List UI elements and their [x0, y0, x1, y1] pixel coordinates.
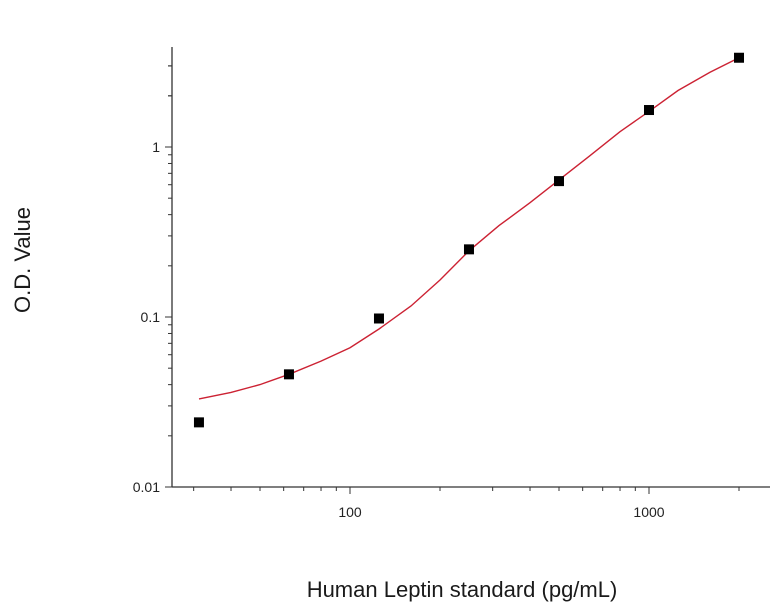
- data-point-marker: [644, 105, 654, 116]
- y-tick-label: 1: [152, 139, 160, 155]
- x-tick-label: 1000: [633, 504, 664, 520]
- data-point-marker: [734, 52, 745, 63]
- x-axis-title: Human Leptin standard (pg/mL): [307, 577, 618, 602]
- y-axis-title: O.D. Value: [10, 207, 35, 313]
- data-point-marker: [373, 313, 384, 324]
- data-point-marker: [463, 244, 474, 255]
- data-point-marker: [553, 176, 564, 187]
- data-point-marker: [283, 369, 294, 380]
- y-tick-label: 0.1: [141, 309, 161, 325]
- x-tick-label: 100: [338, 504, 362, 520]
- y-tick-label: 0.01: [133, 479, 160, 495]
- data-point-marker: [193, 417, 204, 428]
- fit-curve-line: [198, 57, 740, 400]
